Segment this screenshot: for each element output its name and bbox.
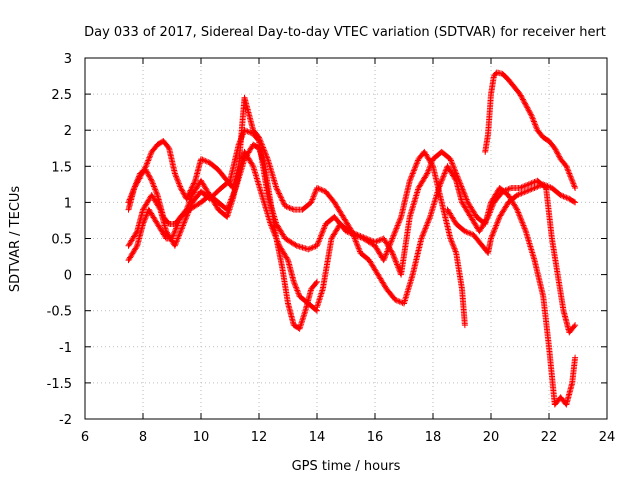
- data-markers: [125, 69, 579, 408]
- x-tick-label: 16: [367, 430, 384, 445]
- series-marks-curve-f: [482, 69, 579, 191]
- series-marks-curve-e: [314, 148, 579, 408]
- y-tick-label: -1: [59, 341, 72, 356]
- series-curve-f: [482, 69, 579, 191]
- series-marks-curve-g: [444, 181, 579, 256]
- chart-title: Day 033 of 2017, Sidereal Day-to-day VTE…: [84, 25, 606, 40]
- y-tick-label: 0.5: [51, 233, 72, 248]
- y-tick-label: 1.5: [51, 160, 72, 175]
- x-tick-label: 22: [541, 430, 558, 445]
- y-tick-label: 1: [64, 196, 72, 211]
- x-tick-label: 24: [599, 430, 616, 445]
- y-tick-label: 3: [64, 52, 72, 67]
- x-tick-label: 12: [251, 430, 268, 445]
- series-curve-a: [125, 141, 320, 332]
- y-tick-label: 0: [64, 269, 72, 284]
- series-curve-d: [125, 94, 579, 336]
- series-marks-curve-a: [125, 141, 320, 332]
- y-tick-label: 2: [64, 124, 72, 139]
- x-tick-label: 10: [193, 430, 210, 445]
- axis-ticks: 6 8 10 12 14 16 18 20 22 24 -2 -1.5 -1 -0.5 0 0.5 1 1.5 2 2…: [47, 52, 616, 445]
- series-curve-g: [444, 181, 579, 256]
- x-tick-label: 20: [483, 430, 500, 445]
- x-tick-label: 18: [425, 430, 442, 445]
- series-marks-curve-d: [125, 94, 579, 336]
- grid-layer: [85, 58, 607, 419]
- series-curve-e: [314, 148, 579, 408]
- x-tick-label: 6: [81, 430, 89, 445]
- x-tick-label: 14: [309, 430, 326, 445]
- y-tick-label: 2.5: [51, 88, 72, 103]
- y-tick-label: -0.5: [47, 305, 72, 320]
- x-tick-label: 8: [139, 430, 147, 445]
- x-axis-label: GPS time / hours: [292, 459, 401, 474]
- y-tick-label: -2: [59, 413, 72, 428]
- series-marks-curve-b: [125, 127, 468, 329]
- y-axis-label: SDTVAR / TECUs: [8, 186, 23, 293]
- y-tick-label: -1.5: [47, 377, 72, 392]
- series-curve-b: [125, 127, 468, 329]
